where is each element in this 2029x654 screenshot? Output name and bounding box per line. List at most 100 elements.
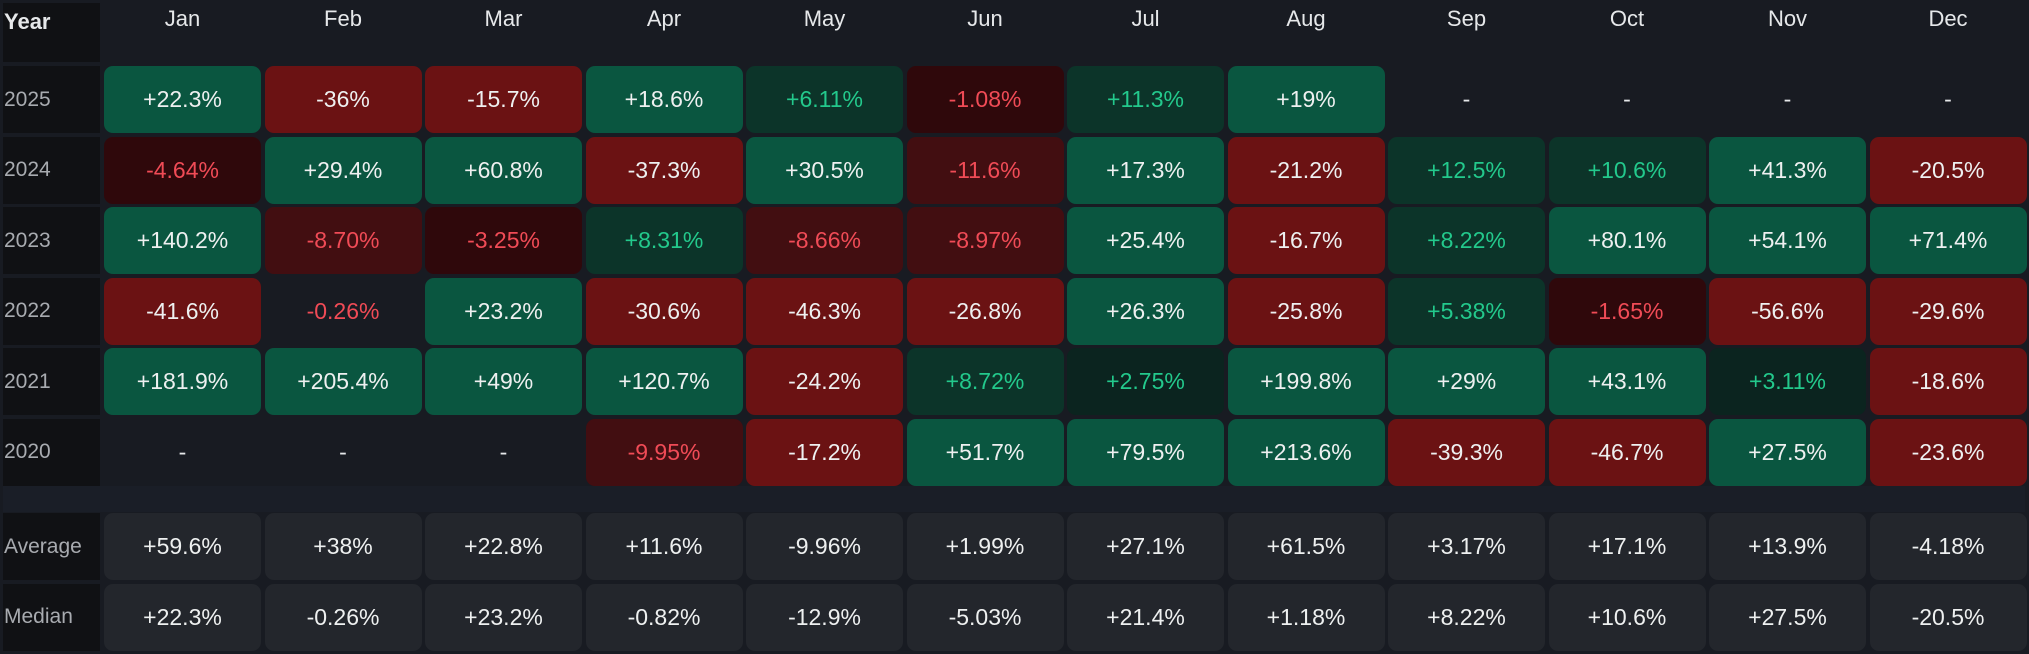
return-cell[interactable]: -17.2%	[746, 418, 903, 486]
return-cell[interactable]: -8.70%	[264, 207, 422, 274]
year-row-label: 2022	[3, 277, 100, 345]
month-header-jan: Jan	[164, 6, 201, 31]
return-cell[interactable]: +60.8%	[425, 136, 582, 204]
stat-cell-median: +22.3%	[104, 583, 261, 651]
return-cell[interactable]: +29.4%	[264, 136, 422, 204]
return-cell[interactable]: -56.6%	[1709, 277, 1866, 345]
year-header-label: Year	[4, 9, 51, 34]
return-cell[interactable]: -23.6%	[1869, 418, 2027, 486]
return-cell[interactable]: -41.6%	[104, 277, 261, 345]
return-cell[interactable]: -1.08%	[906, 66, 1064, 133]
return-cell[interactable]: -15.7%	[425, 66, 582, 133]
year-row-label-label: 2023	[4, 228, 51, 252]
return-cell[interactable]: +22.3%	[104, 66, 261, 133]
return-cell[interactable]: -21.2%	[1227, 136, 1385, 204]
stat-cell-average: +3.17%	[1388, 513, 1545, 580]
month-header-aug: Aug	[1286, 6, 1326, 31]
month-header-mar: Mar	[484, 6, 523, 31]
return-cell[interactable]: +54.1%	[1709, 207, 1866, 274]
return-cell[interactable]: -18.6%	[1869, 348, 2027, 415]
year-row-label: 2023	[3, 207, 100, 274]
stat-cell-average: -9.96%	[746, 513, 903, 580]
return-cell[interactable]: +8.72%	[906, 348, 1064, 415]
return-cell[interactable]: -16.7%	[1227, 207, 1385, 274]
stat-cell-average: +38%	[264, 513, 422, 580]
return-cell[interactable]: -8.97%	[906, 207, 1064, 274]
return-cell[interactable]: +79.5%	[1067, 418, 1224, 486]
return-cell[interactable]: +12.5%	[1388, 136, 1545, 204]
return-cell[interactable]: -	[1944, 86, 1952, 112]
return-cell[interactable]: -	[499, 438, 508, 465]
return-cell[interactable]: +43.1%	[1548, 348, 1706, 415]
return-cell[interactable]: -3.25%	[425, 207, 582, 274]
return-cell[interactable]: +3.11%	[1709, 348, 1866, 415]
return-cell[interactable]: -	[339, 438, 347, 465]
return-cell[interactable]: +49%	[425, 348, 582, 415]
return-cell[interactable]: +8.22%	[1388, 207, 1545, 274]
stat-row-label-average-label: Average	[4, 534, 82, 558]
stat-cell-median: -12.9%	[746, 583, 903, 651]
return-cell[interactable]: -46.7%	[1548, 418, 1706, 486]
stat-cell-average: +1.99%	[906, 513, 1064, 580]
return-cell[interactable]: -0.26%	[306, 297, 380, 324]
month-header-nov: Nov	[1767, 6, 1808, 31]
return-cell[interactable]: +18.6%	[585, 66, 743, 133]
return-cell[interactable]: +17.3%	[1067, 136, 1224, 204]
return-cell[interactable]: +19%	[1227, 66, 1385, 133]
return-cell[interactable]: -46.3%	[746, 277, 903, 345]
return-cell[interactable]: +205.4%	[264, 348, 422, 415]
return-cell[interactable]: +199.8%	[1227, 348, 1385, 415]
stat-cell-average: -4.18%	[1869, 513, 2027, 580]
return-cell[interactable]: -	[1623, 86, 1631, 112]
return-cell[interactable]: +181.9%	[104, 348, 261, 415]
month-header-jul: Jul	[1131, 6, 1160, 31]
return-cell[interactable]: +71.4%	[1869, 207, 2027, 274]
return-cell[interactable]: -29.6%	[1869, 277, 2027, 345]
return-cell[interactable]: +2.75%	[1067, 348, 1224, 415]
stat-cell-median: +1.18%	[1227, 583, 1385, 651]
return-cell[interactable]: -11.6%	[906, 136, 1064, 204]
return-cell[interactable]: +29%	[1388, 348, 1545, 415]
return-cell[interactable]: -1.65%	[1548, 277, 1706, 345]
return-cell[interactable]: -30.6%	[585, 277, 743, 345]
stat-cell-median: -20.5%	[1869, 583, 2027, 651]
return-cell[interactable]: +10.6%	[1548, 136, 1706, 204]
return-cell[interactable]: +51.7%	[906, 418, 1064, 486]
stat-cell-median: -0.82%	[585, 583, 743, 651]
return-cell[interactable]: -39.3%	[1388, 418, 1545, 486]
return-cell[interactable]: +25.4%	[1067, 207, 1224, 274]
return-cell[interactable]: +27.5%	[1709, 418, 1866, 486]
return-cell[interactable]: -37.3%	[585, 136, 743, 204]
year-row-label-label: 2025	[4, 87, 51, 111]
return-cell[interactable]: -	[1783, 86, 1792, 112]
stat-cell-median: +21.4%	[1067, 583, 1224, 651]
return-cell[interactable]: -	[178, 438, 187, 465]
return-cell[interactable]: +30.5%	[746, 136, 903, 204]
stat-cell-average: +17.1%	[1548, 513, 1706, 580]
return-cell[interactable]: +26.3%	[1067, 277, 1224, 345]
return-cell[interactable]: -36%	[264, 66, 422, 133]
return-cell[interactable]: +5.38%	[1388, 277, 1545, 345]
stat-cell-median: +27.5%	[1709, 583, 1866, 651]
return-cell[interactable]: +80.1%	[1548, 207, 1706, 274]
return-cell[interactable]: +120.7%	[585, 348, 743, 415]
stat-cell-average: +13.9%	[1709, 513, 1866, 580]
return-cell[interactable]: +23.2%	[425, 277, 582, 345]
return-cell[interactable]: -4.64%	[104, 136, 261, 204]
return-cell[interactable]: -26.8%	[906, 277, 1064, 345]
return-cell[interactable]: -9.95%	[585, 418, 743, 486]
stat-cell-median: -0.26%	[264, 583, 422, 651]
return-cell[interactable]: +41.3%	[1709, 136, 1866, 204]
return-cell[interactable]: -25.8%	[1227, 277, 1385, 345]
return-cell[interactable]: +6.11%	[746, 66, 903, 133]
return-cell[interactable]: +8.31%	[585, 207, 743, 274]
stat-cell-average: +27.1%	[1067, 513, 1224, 580]
return-cell[interactable]: -	[1462, 86, 1471, 112]
return-cell[interactable]: +11.3%	[1067, 66, 1224, 133]
return-cell[interactable]: -8.66%	[746, 207, 903, 274]
return-cell[interactable]: -20.5%	[1869, 136, 2027, 204]
return-cell[interactable]: -24.2%	[746, 348, 903, 415]
return-cell[interactable]: +213.6%	[1227, 418, 1385, 486]
return-cell[interactable]: +140.2%	[104, 207, 261, 274]
